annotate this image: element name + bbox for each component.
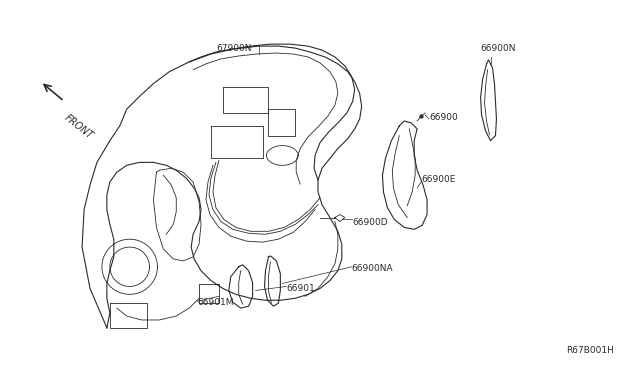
Text: 66900N: 66900N [481, 44, 516, 53]
Text: 66900E: 66900E [421, 175, 456, 184]
Text: 66901: 66901 [286, 283, 315, 292]
Text: 66900: 66900 [429, 113, 458, 122]
Text: 66900NA: 66900NA [352, 264, 394, 273]
Text: 67900N: 67900N [216, 44, 252, 53]
Text: R67B001H: R67B001H [566, 346, 614, 355]
Text: 66901M: 66901M [197, 298, 234, 307]
Text: 66900D: 66900D [353, 218, 388, 227]
Text: FRONT: FRONT [62, 113, 95, 141]
